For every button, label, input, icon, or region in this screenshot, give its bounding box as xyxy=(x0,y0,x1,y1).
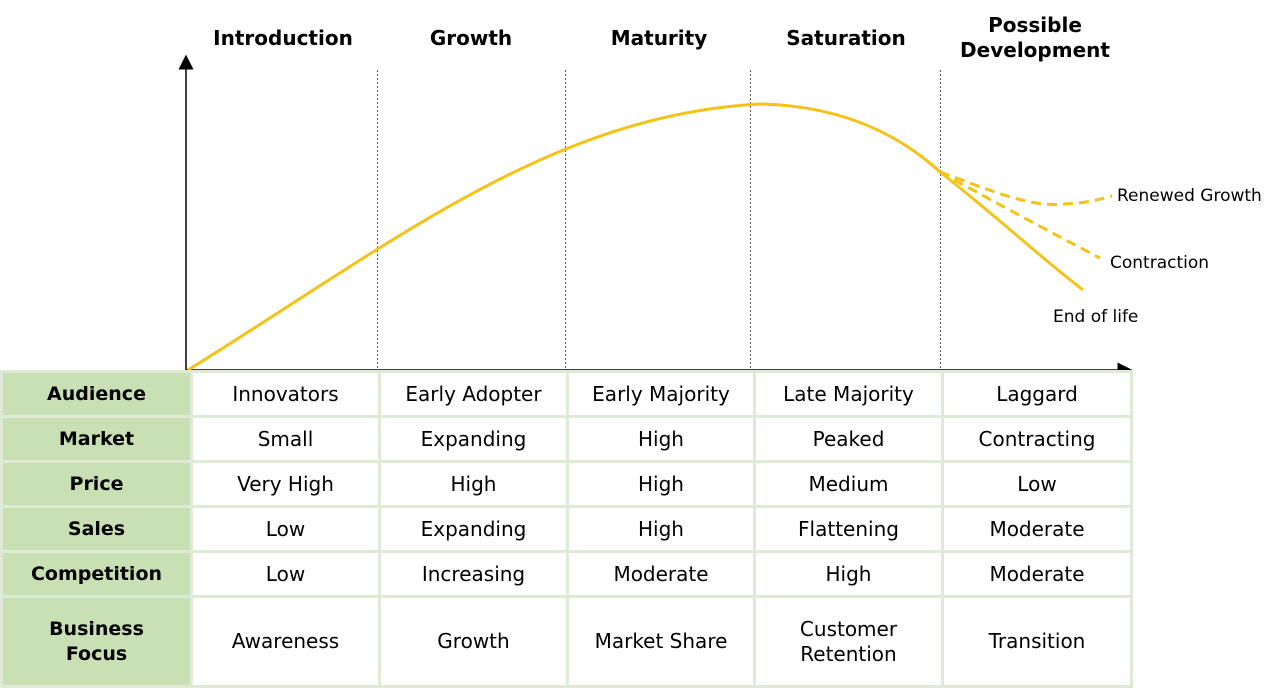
table-row-audience: Audience Innovators Early Adopter Early … xyxy=(0,370,1133,418)
table-row-price: Price Very High High High Medium Low xyxy=(0,460,1133,508)
table-cell: High xyxy=(566,415,756,463)
table-cell: Awareness xyxy=(190,595,381,688)
table-cell: Increasing xyxy=(378,550,569,598)
table-cell: High xyxy=(378,460,569,508)
table-cell: Peaked xyxy=(753,415,944,463)
table-cell: Expanding xyxy=(378,415,569,463)
stage-title-maturity: Maturity xyxy=(610,25,708,50)
table-cell: Medium xyxy=(753,460,944,508)
table-row-business-focus: Business Focus Awareness Growth Market S… xyxy=(0,595,1133,688)
table-cell: Laggard xyxy=(941,370,1133,418)
stage-title-possible-development: Possible Development xyxy=(960,13,1110,62)
stage-title-growth: Growth xyxy=(429,25,513,50)
row-header-sales: Sales xyxy=(0,505,193,553)
table-cell: Moderate xyxy=(941,505,1133,553)
table-cell: High xyxy=(566,505,756,553)
table-cell: Customer Retention xyxy=(753,595,944,688)
table-cell: Market Share xyxy=(566,595,756,688)
table-cell: Innovators xyxy=(190,370,381,418)
table-cell: Moderate xyxy=(566,550,756,598)
lifecycle-attribute-table: Audience Innovators Early Adopter Early … xyxy=(0,370,1133,688)
table-row-market: Market Small Expanding High Peaked Contr… xyxy=(0,415,1133,463)
row-header-competition: Competition xyxy=(0,550,193,598)
table-cell: Contracting xyxy=(941,415,1133,463)
end-of-life-curve xyxy=(939,170,1084,292)
outcome-label-end-of-life: End of life xyxy=(1053,307,1139,327)
table-cell: Low xyxy=(941,460,1133,508)
contraction-curve xyxy=(939,170,1101,260)
row-header-audience: Audience xyxy=(0,370,193,418)
table-cell: Growth xyxy=(378,595,569,688)
row-header-business-focus: Business Focus xyxy=(0,595,193,688)
stage-title-introduction: Introduction xyxy=(213,25,353,50)
table-cell: Small xyxy=(190,415,381,463)
stage-title-saturation: Saturation xyxy=(786,25,906,50)
row-header-price: Price xyxy=(0,460,193,508)
table-cell: Low xyxy=(190,550,381,598)
table-row-sales: Sales Low Expanding High Flattening Mode… xyxy=(0,505,1133,553)
table-cell: Expanding xyxy=(378,505,569,553)
table-cell: Transition xyxy=(941,595,1133,688)
renewed-growth-curve xyxy=(939,170,1113,207)
table-cell: High xyxy=(566,460,756,508)
table-cell: Low xyxy=(190,505,381,553)
outcome-label-renewed-growth: Renewed Growth xyxy=(1117,186,1262,206)
table-cell: Flattening xyxy=(753,505,944,553)
table-cell: Early Majority xyxy=(566,370,756,418)
table-cell: Late Majority xyxy=(753,370,944,418)
table-cell: Very High xyxy=(190,460,381,508)
table-cell: High xyxy=(753,550,944,598)
table-cell: Moderate xyxy=(941,550,1133,598)
outcome-label-contraction: Contraction xyxy=(1110,253,1210,273)
table-cell: Early Adopter xyxy=(378,370,569,418)
table-row-competition: Competition Low Increasing Moderate High… xyxy=(0,550,1133,598)
row-header-market: Market xyxy=(0,415,193,463)
lifecycle-curve xyxy=(187,102,942,372)
